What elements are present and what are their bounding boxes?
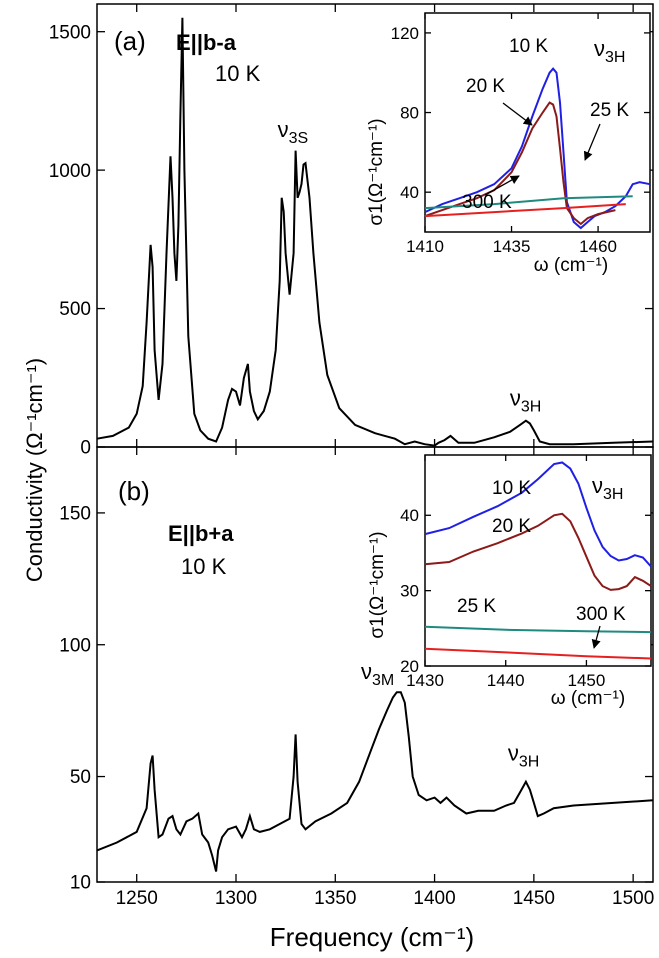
- inset-b-xlabel: ω (cm⁻¹): [551, 688, 625, 709]
- panel-a-series-line: [96, 17, 654, 447]
- y-tick-label: 1000: [49, 161, 91, 182]
- panel-a-tag: (a): [114, 26, 146, 56]
- panel-a: 0 500 1000 1500 (a) E||b-a 10 K ν3S ν3H 141…: [49, 3, 654, 459]
- inset-a-series: [424, 67, 651, 230]
- y-tick-label: 500: [59, 299, 91, 320]
- inset-a-frame: [424, 12, 651, 233]
- panel-b-ticks: 1250 1300 1350 1400 1450 1500 10 50 100 150: [59, 447, 654, 909]
- x-tick-label: 1430: [406, 671, 444, 690]
- inset-b: 1430 1440 1450 20 30 40 ν3H σ1(Ω⁻¹cm⁻¹) ω (cm…: [367, 454, 652, 709]
- inset-b-ticks: 1430 1440 1450 20 30 40: [400, 455, 651, 690]
- inset-b-series: [424, 461, 652, 660]
- x-tick-label: 1435: [493, 237, 531, 256]
- y-tick-label: 0: [80, 438, 91, 459]
- panel-b-series-line: [96, 691, 654, 872]
- panel-a-annotation-v3s: ν3S: [278, 117, 309, 147]
- x-tick-label: 1440: [487, 671, 525, 690]
- inset-a-series-10k: [424, 67, 651, 230]
- panel-a-polarization: E||b-a: [176, 30, 237, 55]
- panel-b-frame: [96, 446, 654, 883]
- inset-a-arrow-25k: [583, 123, 601, 161]
- inset-b-nu-label: ν3H: [592, 473, 623, 503]
- inset-a-label-20k: 20 K: [466, 76, 505, 97]
- inset-a-series-20k: [424, 101, 616, 226]
- y-tick-label: 20: [400, 657, 419, 676]
- inset-a-ylabel: σ1(Ω⁻¹cm⁻¹): [366, 118, 387, 225]
- x-tick-label: 1350: [314, 888, 356, 909]
- x-tick-label: 1500: [612, 888, 654, 909]
- x-tick-label: 1300: [215, 888, 257, 909]
- x-axis-label-text: Frequency (cm⁻¹): [270, 922, 474, 952]
- panel-b-annotation-v3m: ν3M: [361, 659, 394, 689]
- y-tick-label: 1500: [49, 22, 91, 43]
- inset-a: 1410 1435 1460 40 80 120 ν3H σ1(Ω⁻¹cm⁻¹) ω (c…: [366, 12, 651, 276]
- y-tick-label: 10: [70, 873, 91, 894]
- x-tick-label: 1400: [413, 888, 455, 909]
- x-tick-label: 1450: [513, 888, 555, 909]
- inset-a-label-300k: 300 K: [462, 192, 512, 213]
- x-axis-label: Frequency (cm⁻¹): [270, 922, 474, 952]
- panel-b: 1250 1300 1350 1400 1450 1500 10 50 100 150 (b) E…: [59, 446, 654, 909]
- inset-b-arrow-300k: [591, 625, 601, 649]
- inset-a-label-25k: 25 K: [590, 100, 629, 121]
- inset-b-ylabel: σ1(Ω⁻¹cm⁻¹): [367, 531, 388, 638]
- panel-b-temperature: 10 K: [181, 554, 227, 579]
- y-tick-label: 100: [59, 635, 91, 656]
- inset-a-xlabel: ω (cm⁻¹): [534, 255, 608, 276]
- panel-b-annotation-v3h: ν3H: [508, 741, 539, 771]
- inset-a-arrow-300k: [484, 175, 520, 196]
- y-tick-label: 80: [400, 103, 419, 122]
- y-tick-label: 120: [391, 24, 419, 43]
- inset-b-label-10k: 10 K: [492, 478, 531, 499]
- panel-b-tag: (b): [118, 476, 150, 506]
- inset-a-series-300k: [424, 203, 626, 218]
- panel-b-polarization: E||b+a: [168, 521, 234, 546]
- x-tick-label: 1460: [579, 237, 617, 256]
- inset-a-series-25k: [424, 195, 633, 210]
- inset-a-nu-label: ν3H: [594, 36, 625, 66]
- inset-a-ticks: 1410 1435 1460 40 80 120: [391, 13, 650, 256]
- inset-b-series-20k: [424, 512, 652, 591]
- y-tick-label: 30: [400, 582, 419, 601]
- y-tick-label: 150: [59, 504, 91, 525]
- inset-b-series-10k: [424, 461, 652, 568]
- y-axis-label-text: Conductivity (Ω⁻¹cm⁻¹): [22, 358, 47, 582]
- panel-a-annotation-v3h: ν3H: [510, 385, 541, 415]
- inset-a-arrow-20k: [502, 102, 533, 126]
- y-axis-label: Conductivity (Ω⁻¹cm⁻¹): [22, 358, 47, 582]
- inset-b-series-25k: [424, 625, 652, 634]
- x-tick-label: 1250: [116, 888, 158, 909]
- panel-a-ticks: 0 500 1000 1500: [49, 4, 653, 459]
- inset-a-label-10k: 10 K: [509, 36, 548, 57]
- y-tick-label: 40: [400, 183, 419, 202]
- panel-a-temperature: 10 K: [215, 61, 261, 86]
- x-tick-label: 1450: [568, 671, 606, 690]
- y-tick-label: 40: [400, 506, 419, 525]
- x-tick-label: 1410: [406, 237, 444, 256]
- inset-b-series-300k: [424, 647, 652, 660]
- y-tick-label: 50: [70, 767, 91, 788]
- inset-b-label-20k: 20 K: [492, 516, 531, 537]
- inset-b-label-25k: 25 K: [457, 596, 496, 617]
- inset-b-label-300k: 300 K: [576, 604, 626, 625]
